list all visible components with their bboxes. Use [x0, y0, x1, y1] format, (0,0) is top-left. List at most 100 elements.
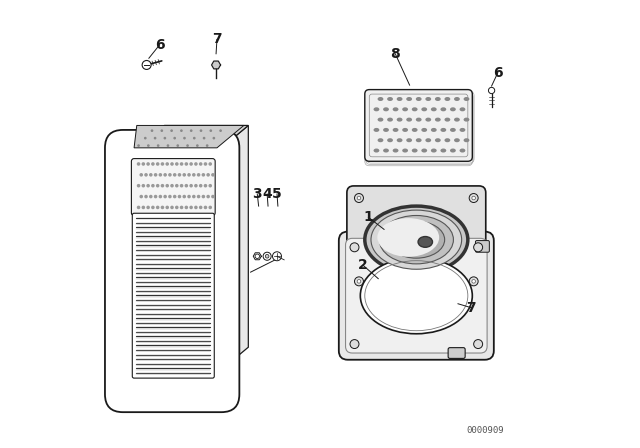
Ellipse shape: [387, 97, 393, 101]
Circle shape: [161, 162, 164, 166]
Circle shape: [192, 195, 196, 198]
Circle shape: [263, 252, 271, 260]
Text: 2: 2: [358, 258, 368, 272]
Ellipse shape: [374, 108, 380, 112]
Circle shape: [149, 173, 152, 177]
Circle shape: [209, 206, 212, 209]
Circle shape: [220, 129, 222, 132]
FancyBboxPatch shape: [346, 238, 487, 353]
Circle shape: [199, 162, 202, 166]
Circle shape: [161, 129, 163, 132]
Ellipse shape: [416, 138, 422, 142]
Circle shape: [159, 173, 162, 177]
Circle shape: [357, 280, 361, 283]
FancyBboxPatch shape: [476, 241, 490, 252]
Ellipse shape: [444, 117, 451, 122]
Ellipse shape: [435, 117, 441, 122]
Circle shape: [161, 206, 164, 209]
Circle shape: [156, 162, 159, 166]
Ellipse shape: [435, 138, 441, 142]
Polygon shape: [212, 61, 221, 69]
Circle shape: [141, 162, 145, 166]
Ellipse shape: [454, 97, 460, 101]
Circle shape: [147, 144, 150, 147]
Ellipse shape: [374, 149, 380, 153]
Circle shape: [189, 206, 193, 209]
Circle shape: [175, 206, 179, 209]
Ellipse shape: [383, 108, 389, 112]
Circle shape: [144, 137, 147, 139]
Circle shape: [180, 129, 183, 132]
Ellipse shape: [426, 138, 431, 142]
Circle shape: [147, 162, 150, 166]
Circle shape: [184, 162, 188, 166]
Ellipse shape: [378, 117, 383, 122]
Circle shape: [175, 184, 179, 187]
Circle shape: [182, 173, 186, 177]
Ellipse shape: [412, 108, 417, 112]
FancyBboxPatch shape: [105, 130, 239, 412]
Ellipse shape: [450, 128, 456, 132]
Circle shape: [203, 137, 205, 139]
Text: 6: 6: [493, 65, 502, 80]
Circle shape: [357, 196, 361, 200]
Ellipse shape: [440, 149, 446, 153]
Circle shape: [182, 195, 186, 198]
Circle shape: [469, 277, 478, 286]
Circle shape: [157, 144, 159, 147]
Circle shape: [137, 144, 140, 147]
FancyBboxPatch shape: [339, 232, 494, 360]
Circle shape: [140, 173, 143, 177]
Circle shape: [209, 162, 212, 166]
Circle shape: [141, 206, 145, 209]
Circle shape: [175, 162, 179, 166]
Ellipse shape: [387, 117, 393, 122]
Circle shape: [151, 162, 155, 166]
Ellipse shape: [388, 221, 445, 258]
Circle shape: [183, 137, 186, 139]
Polygon shape: [138, 125, 248, 148]
Circle shape: [163, 195, 167, 198]
Polygon shape: [221, 125, 248, 370]
Circle shape: [273, 252, 282, 261]
Ellipse shape: [418, 237, 433, 247]
Circle shape: [170, 129, 173, 132]
Circle shape: [173, 173, 177, 177]
Circle shape: [189, 162, 193, 166]
Text: 0000909: 0000909: [466, 426, 504, 435]
Ellipse shape: [397, 117, 403, 122]
Circle shape: [192, 173, 196, 177]
Ellipse shape: [431, 128, 436, 132]
Circle shape: [206, 195, 210, 198]
Ellipse shape: [416, 117, 422, 122]
Ellipse shape: [383, 128, 389, 132]
Circle shape: [209, 184, 212, 187]
Ellipse shape: [393, 128, 399, 132]
Ellipse shape: [454, 117, 460, 122]
Text: 3: 3: [252, 187, 262, 201]
Ellipse shape: [412, 149, 417, 153]
Ellipse shape: [378, 97, 383, 101]
Ellipse shape: [444, 138, 451, 142]
Ellipse shape: [431, 149, 436, 153]
Circle shape: [350, 340, 359, 349]
Circle shape: [180, 184, 183, 187]
Circle shape: [469, 194, 478, 202]
Ellipse shape: [383, 149, 389, 153]
Circle shape: [156, 184, 159, 187]
Ellipse shape: [365, 206, 468, 273]
FancyBboxPatch shape: [132, 213, 214, 378]
Ellipse shape: [460, 149, 465, 153]
Ellipse shape: [412, 128, 417, 132]
Circle shape: [255, 254, 259, 258]
Ellipse shape: [397, 138, 403, 142]
Circle shape: [184, 206, 188, 209]
Circle shape: [212, 137, 215, 139]
Circle shape: [199, 206, 202, 209]
Circle shape: [204, 162, 207, 166]
Circle shape: [190, 129, 193, 132]
Circle shape: [165, 162, 169, 166]
Ellipse shape: [380, 215, 453, 264]
Ellipse shape: [402, 108, 408, 112]
Circle shape: [149, 195, 152, 198]
